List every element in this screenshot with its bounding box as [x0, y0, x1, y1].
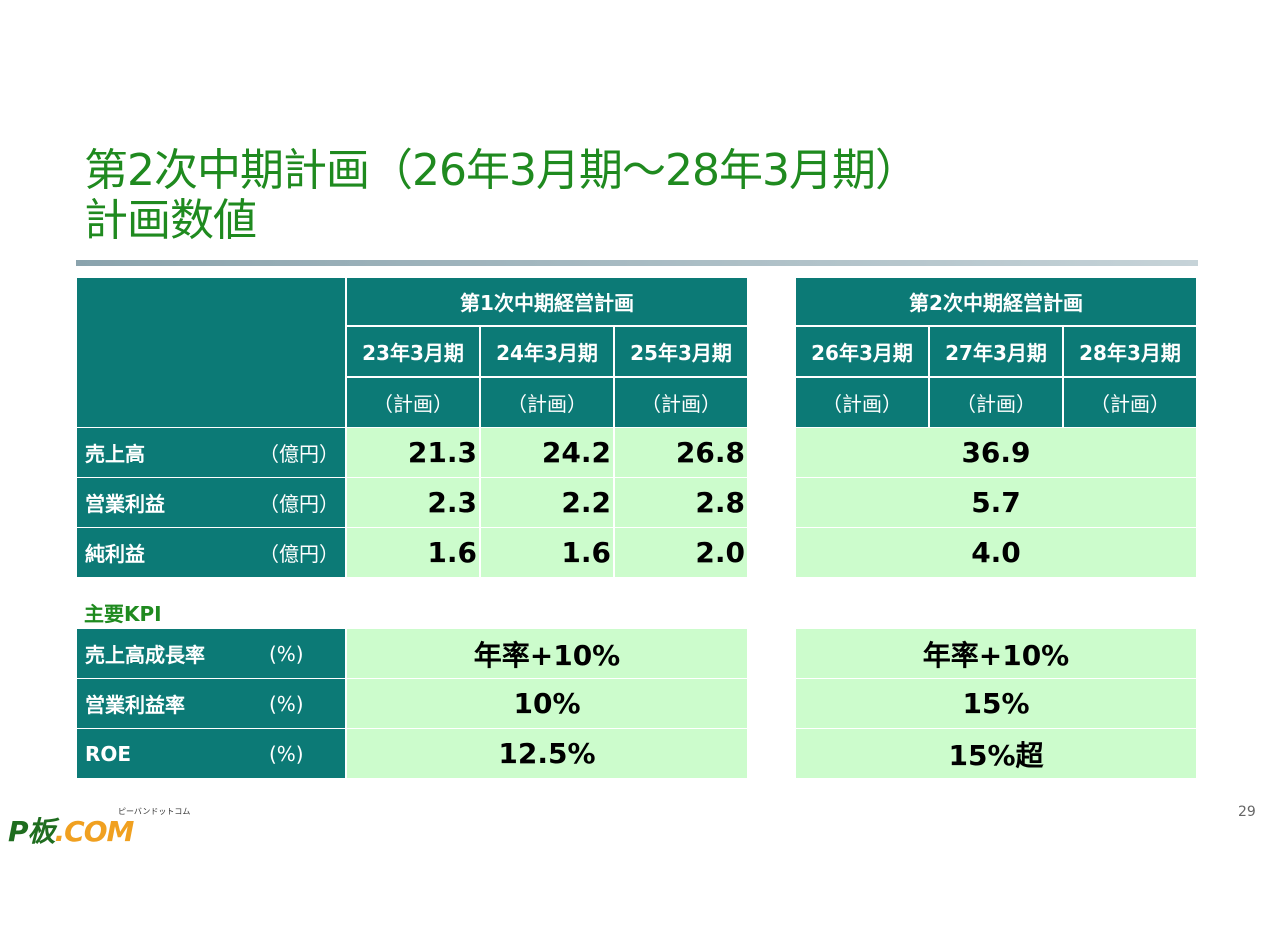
op-profit-24: 2.2: [481, 478, 613, 527]
row-unit: （億円）: [259, 442, 339, 466]
kpi-op-margin-plan1: 10%: [347, 679, 747, 728]
op-profit-23: 2.3: [347, 478, 479, 527]
plan2-period-1: 26年3月期: [796, 327, 928, 376]
kpi-roe-plan1: 12.5%: [347, 729, 747, 778]
slide-title-line1: 第2次中期計画（26年3月期～28年3月期）: [84, 145, 919, 196]
plan1-period-2: 24年3月期: [481, 327, 613, 376]
row-label-net-profit: 純利益 （億円）: [77, 528, 345, 577]
plan2-period-2: 27年3月期: [930, 327, 1062, 376]
kpi-label-sales-growth: 売上高成長率 (%): [77, 629, 345, 678]
logo-kana: ピーバンドットコム: [118, 807, 191, 816]
row-label-text: 純利益: [85, 542, 145, 566]
net-profit-24: 1.6: [481, 528, 613, 577]
slide-title-line2: 計画数値: [84, 195, 257, 246]
plan1-header: 第1次中期経営計画: [347, 278, 747, 325]
sales-plan2: 36.9: [796, 428, 1196, 477]
plan2-note-2: （計画）: [930, 378, 1062, 427]
row-unit: (%): [269, 691, 304, 716]
row-unit: （億円）: [259, 492, 339, 516]
plan2-note-3: （計画）: [1064, 378, 1196, 427]
row-label-text: 売上高: [85, 442, 145, 466]
net-profit-25: 2.0: [615, 528, 747, 577]
plan1-note-3: （計画）: [615, 378, 747, 427]
row-label-text: 売上高成長率: [85, 643, 205, 667]
page-number: 29: [1238, 804, 1256, 820]
row-label-sales: 売上高 （億円）: [77, 428, 345, 477]
net-profit-23: 1.6: [347, 528, 479, 577]
slide-title: 第2次中期計画（26年3月期～28年3月期） 計画数値: [84, 145, 919, 246]
net-profit-plan2: 4.0: [796, 528, 1196, 577]
logo-com-text: .COM: [54, 815, 135, 848]
title-divider: [76, 260, 1198, 266]
op-profit-25: 2.8: [615, 478, 747, 527]
logo-wordmark: P板.COM: [8, 810, 135, 850]
row-unit: （億円）: [259, 542, 339, 566]
plan1-note-1: （計画）: [347, 378, 479, 427]
company-logo: P板.COM ピーバンドットコム: [8, 806, 191, 848]
plan2-note-1: （計画）: [796, 378, 928, 427]
plan1-period-1: 23年3月期: [347, 327, 479, 376]
kpi-title: 主要KPI: [84, 602, 162, 626]
table-corner: [77, 278, 345, 427]
kpi-label-roe: ROE (%): [77, 729, 345, 778]
plan1-period-3: 25年3月期: [615, 327, 747, 376]
row-unit: (%): [269, 641, 304, 666]
row-label-text: 営業利益: [85, 492, 165, 516]
kpi-roe-plan2: 15%超: [796, 729, 1196, 778]
row-unit: (%): [269, 741, 304, 766]
kpi-sales-growth-plan1: 年率+10%: [347, 629, 747, 678]
sales-23: 21.3: [347, 428, 479, 477]
plan2-header: 第2次中期経営計画: [796, 278, 1196, 325]
sales-24: 24.2: [481, 428, 613, 477]
plan2-period-3: 28年3月期: [1064, 327, 1196, 376]
kpi-op-margin-plan2: 15%: [796, 679, 1196, 728]
kpi-label-op-margin: 営業利益率 (%): [77, 679, 345, 728]
row-label-text: 営業利益率: [85, 693, 185, 717]
op-profit-plan2: 5.7: [796, 478, 1196, 527]
sales-25: 26.8: [615, 428, 747, 477]
row-label-operating-profit: 営業利益 （億円）: [77, 478, 345, 527]
logo-main-text: P板: [8, 815, 56, 848]
plan1-note-2: （計画）: [481, 378, 613, 427]
kpi-sales-growth-plan2: 年率+10%: [796, 629, 1196, 678]
row-label-text: ROE: [85, 741, 132, 766]
